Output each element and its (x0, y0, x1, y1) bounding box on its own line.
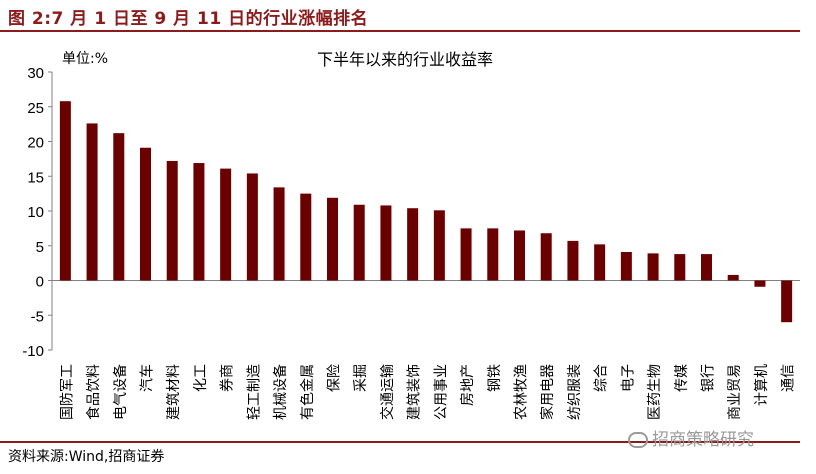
y-tick-label: 5 (36, 239, 44, 256)
footer-rule (0, 441, 800, 443)
bar (407, 208, 419, 281)
x-tick-label: 机械设备 (272, 364, 289, 420)
bar (540, 233, 552, 281)
y-tick-label: 30 (27, 65, 44, 82)
x-tick-label: 轻工制造 (246, 364, 262, 420)
x-tick-label: 农林牧渔 (514, 364, 530, 420)
x-tick-label: 国防军工 (59, 364, 75, 420)
bar (781, 280, 793, 323)
x-tick-label: 纺织服装 (567, 364, 583, 420)
title-rule (0, 30, 800, 32)
y-tick-label: 25 (27, 100, 44, 117)
watermark: 招商策略研究 (628, 425, 754, 450)
x-tick-label: 保险 (327, 364, 343, 392)
x-tick-label: 医药生物 (647, 364, 663, 420)
y-tick-label: -10 (22, 343, 44, 360)
x-tick-label: 家用电器 (539, 364, 556, 420)
y-tick-label: 0 (36, 274, 44, 291)
wechat-icon (628, 432, 648, 448)
x-tick-label: 商业贸易 (727, 364, 743, 420)
x-tick-label: 综合 (594, 364, 610, 392)
figure-title: 图 2:7 月 1 日至 9 月 11 日的行业涨幅排名 (8, 9, 369, 29)
bar (727, 274, 739, 281)
bar (620, 252, 632, 281)
bar (380, 205, 392, 281)
x-tick-label: 钢铁 (487, 364, 503, 392)
y-tick-label: 15 (27, 169, 44, 186)
unit-label: 单位:% (62, 51, 108, 67)
x-tick-label: 通信 (781, 364, 797, 392)
bar (647, 253, 659, 281)
x-axis-labels: 国防军工 食品饮料 电气设备 汽车 建筑材料 化工 券商 轻工制造 机械设备 有色金属 保险 采掘 交通… (59, 364, 796, 420)
x-tick-label: 建筑装饰 (407, 364, 423, 420)
x-tick-label: 计算机 (754, 364, 770, 406)
x-tick-label: 采掘 (353, 364, 369, 392)
watermark-text: 招商策略研究 (652, 430, 754, 450)
bar (460, 228, 472, 281)
bar (300, 193, 312, 281)
x-tick-label: 食品饮料 (85, 364, 102, 420)
bar (594, 244, 606, 281)
bar (327, 197, 338, 281)
y-tick-label: -5 (31, 308, 44, 325)
x-tick-label: 化工 (193, 364, 209, 392)
x-tick-label: 传媒 (674, 364, 690, 392)
bar-chart: 下半年以来的行业收益率 单位:% 30 25 20 15 10 5 0 -5 -10 国防军工食… (22, 50, 800, 420)
y-tick-label: 20 (27, 135, 44, 152)
source-note: 资料来源:Wind,招商证券 (8, 449, 165, 465)
x-tick-label: 建筑材料 (166, 364, 182, 420)
x-tick-label: 电子 (620, 364, 636, 392)
bar (113, 133, 125, 281)
bar (59, 101, 71, 281)
x-tick-label: 房地产 (460, 364, 476, 406)
bar (433, 210, 445, 281)
bar (514, 230, 525, 281)
x-tick-label: 交通运输 (379, 364, 396, 420)
bar (246, 173, 258, 281)
x-tick-label: 电气设备 (112, 364, 129, 420)
bar (220, 168, 232, 281)
bar (487, 228, 499, 281)
chart-title: 下半年以来的行业收益率 (317, 50, 493, 69)
bar (674, 254, 686, 281)
x-tick-label: 公用事业 (433, 364, 449, 420)
bar (701, 254, 712, 281)
bar (273, 187, 285, 281)
bar (140, 147, 151, 281)
bar (567, 240, 579, 281)
x-tick-label: 有色金属 (299, 364, 316, 420)
x-tick-label: 银行 (701, 364, 717, 392)
y-axis-ticks: 30 25 20 15 10 5 0 -5 -10 (22, 65, 52, 360)
bar (86, 123, 98, 281)
bar (166, 160, 178, 281)
x-tick-label: 汽车 (139, 364, 156, 392)
bar (353, 204, 365, 281)
x-tick-label: 券商 (220, 364, 236, 392)
y-tick-label: 10 (27, 204, 44, 221)
bars (59, 101, 793, 323)
bar (754, 280, 766, 287)
bar (193, 163, 205, 281)
